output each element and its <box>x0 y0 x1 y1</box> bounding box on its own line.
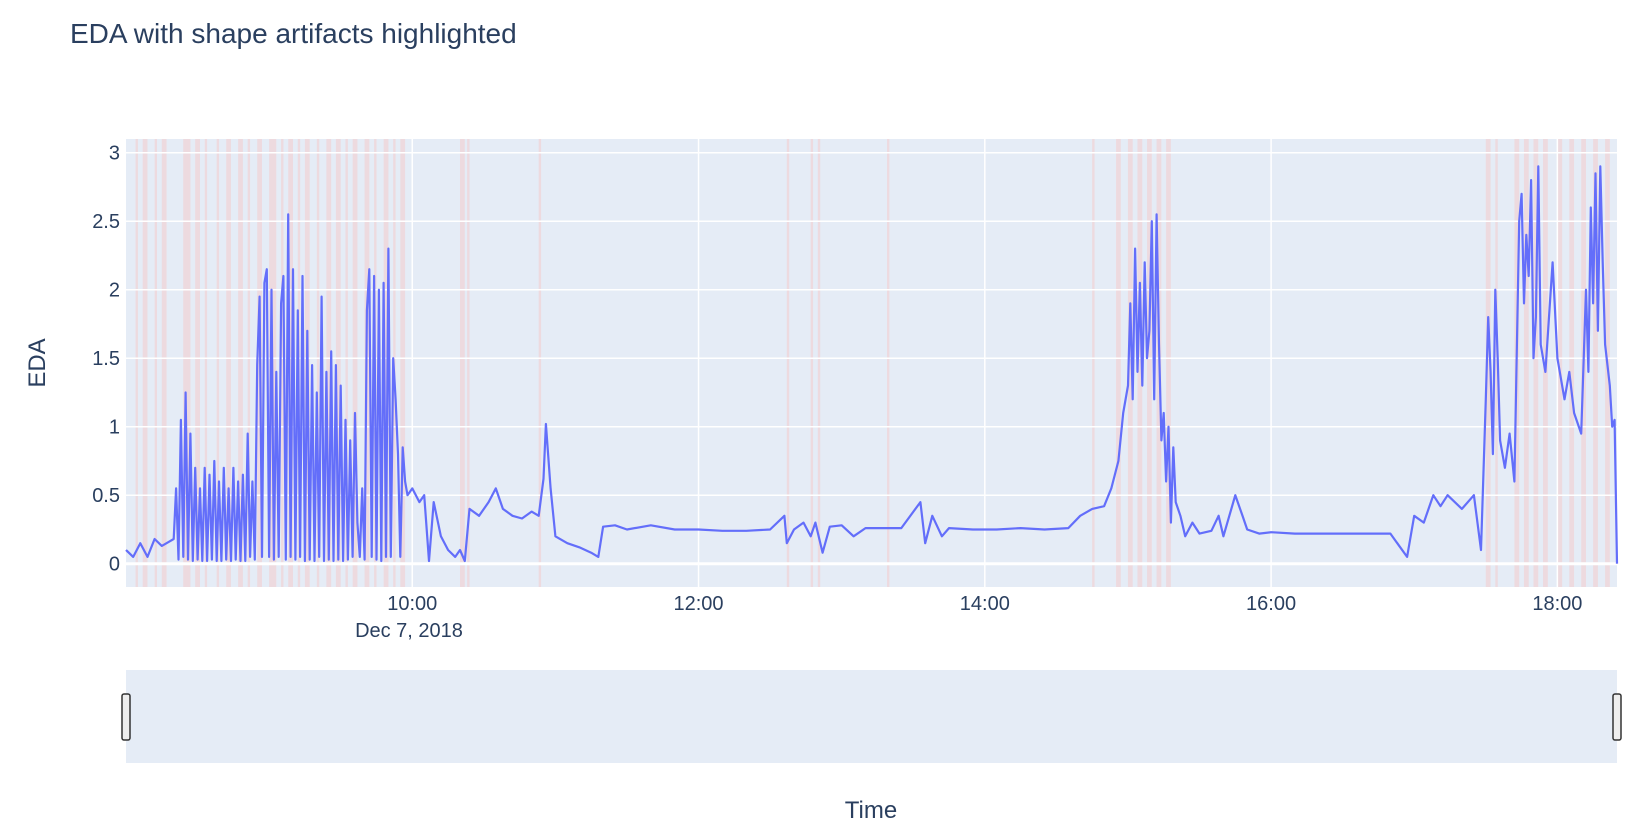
artifact-region <box>142 139 148 587</box>
artifact-region <box>887 139 890 587</box>
artifact-region <box>316 139 320 587</box>
artifact-region <box>538 139 542 587</box>
x-tick-label: 16:00 <box>1246 593 1296 615</box>
artifact-region <box>400 139 406 587</box>
artifact-region <box>1557 139 1563 587</box>
artifact-region <box>226 139 231 587</box>
artifact-region <box>1485 139 1491 587</box>
x-axis-title: Time <box>845 797 897 824</box>
y-tick-label: 1.5 <box>92 348 120 370</box>
artifact-region <box>195 139 200 587</box>
artifact-region <box>345 139 348 587</box>
artifact-region <box>817 139 821 587</box>
artifact-region <box>335 139 341 587</box>
artifact-region <box>1569 139 1575 587</box>
line-layer <box>125 165 1619 564</box>
y-tick-label: 3 <box>109 143 120 165</box>
x-date-label: Dec 7, 2018 <box>355 620 463 642</box>
series-line <box>125 165 1619 564</box>
artifact-region <box>238 139 243 587</box>
artifact-region <box>183 139 191 587</box>
y-tick-label: 0.5 <box>92 485 120 507</box>
x-tick-label: 14:00 <box>960 593 1010 615</box>
x-tick-label: 12:00 <box>674 593 724 615</box>
artifact-region <box>1127 139 1133 587</box>
artifact-region <box>1593 139 1598 587</box>
artifact-region <box>467 139 470 587</box>
artifact-region <box>247 139 251 587</box>
artifact-region <box>1137 139 1143 587</box>
artifact-region <box>786 139 790 587</box>
artifact-region <box>810 139 814 587</box>
chart-title: EDA with shape artifacts highlighted <box>70 18 517 49</box>
artifact-region <box>216 139 220 587</box>
y-tick-label: 2 <box>109 280 120 302</box>
artifact-region <box>352 139 358 587</box>
y-tick-label: 0 <box>109 554 120 576</box>
x-tick-layer: 10:00 12:00 14:00 16:00 18:00 <box>387 593 1582 615</box>
artifact-region <box>326 139 332 587</box>
artifact-region <box>1495 139 1498 587</box>
artifact-region <box>1147 139 1152 587</box>
artifact-region <box>161 139 167 587</box>
artifact-region <box>135 139 138 587</box>
artifact-region <box>1116 139 1121 587</box>
artifact-region <box>154 139 158 587</box>
artifact-region <box>1523 139 1529 587</box>
artifact-region <box>1166 139 1171 587</box>
range-slider[interactable] <box>126 670 1617 763</box>
y-tick-label: 1 <box>109 417 120 439</box>
artifact-region <box>281 139 284 587</box>
x-tick-label: 10:00 <box>387 593 437 615</box>
artifact-region <box>1533 139 1539 587</box>
artifact-region <box>204 139 208 587</box>
artifact-region <box>459 139 465 587</box>
range-slider-handle-right[interactable] <box>1612 693 1622 741</box>
y-tick-layer: 0 0.5 1 1.5 2 2.5 3 <box>92 143 120 576</box>
artifact-region <box>1092 139 1095 587</box>
artifact-region <box>288 139 293 587</box>
artifact-region <box>383 139 389 587</box>
x-tick-label: 18:00 <box>1532 593 1582 615</box>
y-tick-label: 2.5 <box>92 211 120 233</box>
range-slider-handle-left[interactable] <box>121 693 131 741</box>
y-axis-title: EDA <box>24 338 51 387</box>
